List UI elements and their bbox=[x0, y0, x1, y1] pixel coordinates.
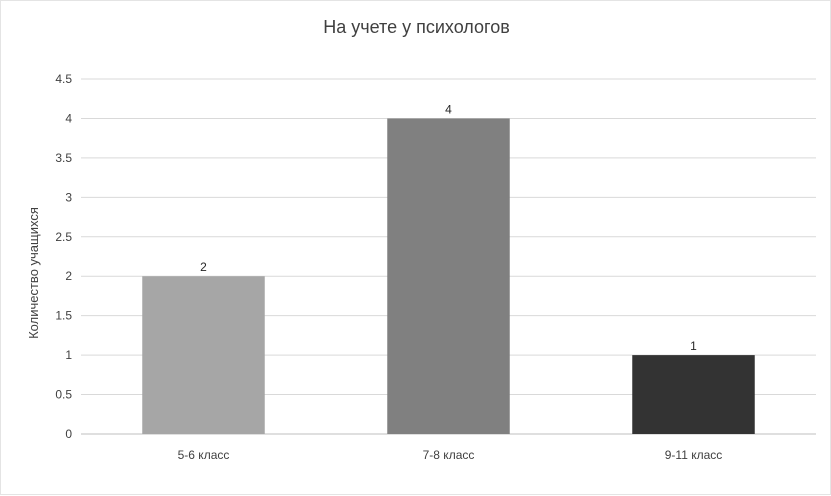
data-label: 4 bbox=[445, 102, 452, 116]
bar bbox=[632, 355, 755, 434]
y-tick-label: 4.5 bbox=[55, 72, 72, 86]
bars bbox=[142, 118, 755, 434]
y-tick-label: 3 bbox=[65, 190, 72, 204]
y-tick-label: 2 bbox=[65, 269, 72, 283]
y-tick-label: 0.5 bbox=[55, 388, 72, 402]
y-tick-label: 4 bbox=[65, 111, 72, 125]
bar bbox=[142, 276, 265, 434]
y-tick-label: 2.5 bbox=[55, 230, 72, 244]
bar bbox=[387, 118, 510, 434]
data-label: 1 bbox=[690, 339, 697, 353]
x-tick-label: 9-11 класс bbox=[665, 448, 723, 462]
y-tick-label: 0 bbox=[65, 427, 72, 441]
y-tick-label: 1.5 bbox=[55, 309, 72, 323]
y-axis-title: Количество учащихся bbox=[26, 207, 41, 339]
labels: 0 0.5 1 1.5 2 2.5 3 3.5 4 4.5 2 5-6 класс 4 7-8 класс… bbox=[55, 72, 722, 462]
chart-title: На учете у психологов bbox=[323, 17, 510, 37]
x-tick-label: 7-8 класс bbox=[423, 448, 475, 462]
x-tick-label: 5-6 класс bbox=[178, 448, 230, 462]
y-tick-label: 1 bbox=[65, 348, 72, 362]
y-tick-label: 3.5 bbox=[55, 151, 72, 165]
data-label: 2 bbox=[200, 260, 207, 274]
